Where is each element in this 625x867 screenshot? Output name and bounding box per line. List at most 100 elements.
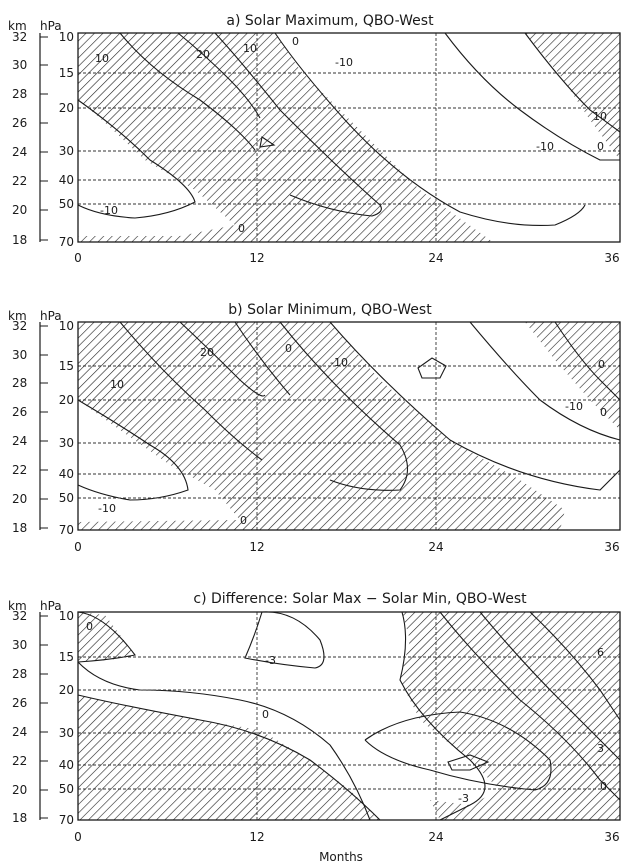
hatch-region [78,322,560,530]
contour-line [439,611,621,801]
contour-line [417,357,447,379]
contour-line [119,321,263,461]
hpa-tick: 20 [59,393,74,407]
panel-b-km-ticks: 32 30 28 26 24 22 20 18 [12,319,48,535]
hpa-tick: 50 [59,491,74,505]
contour-line [244,611,325,669]
km-tick: 22 [12,174,27,188]
contour-line [259,136,276,148]
panel-c-title: c) Difference: Solar Max − Solar Min, QB… [193,591,527,607]
hpa-tick: 70 [59,813,74,827]
panel-c-km-label: km [8,599,27,613]
contour-line [77,99,196,219]
km-tick: 20 [12,783,27,797]
km-tick: 30 [12,58,27,72]
hpa-tick: 50 [59,782,74,796]
km-tick: 26 [12,696,27,710]
contour-line [77,399,189,501]
hpa-tick: 30 [59,436,74,450]
contour-label: 10 [95,52,109,65]
panel-b-hpa-label: hPa [40,309,62,323]
contour-label: 0 [292,35,299,48]
hpa-tick: 10 [59,609,74,623]
contour-line [77,611,136,663]
panel-b-title: b) Solar Minimum, QBO-West [228,302,432,318]
km-tick: 26 [12,405,27,419]
km-tick: 24 [12,145,27,159]
km-tick: 18 [12,521,27,535]
hpa-tick: 15 [59,359,74,373]
contour-label: 0 [86,620,93,633]
contour-label: -10 [335,56,353,69]
panel-c-hpa-ticks: 10 15 20 30 40 50 70 [59,609,74,827]
panel-c: 0 -3 0 -3 6 3 0 c) Difference: Solar Max… [8,591,621,844]
contour-label: 0 [598,358,605,371]
x-tick: 0 [74,540,82,554]
km-tick: 18 [12,233,27,247]
x-tick: 0 [74,830,82,844]
contour-label: 10 [243,42,257,55]
panel-c-hpa-label: hPa [40,599,62,613]
km-tick: 20 [12,203,27,217]
contour-line [329,321,621,491]
contour-label: -10 [330,356,348,369]
hpa-tick: 70 [59,235,74,249]
panel-a-grid [78,33,620,242]
contour-label: 0 [600,406,607,419]
x-tick: 24 [428,251,443,265]
panel-b-frame [77,321,621,531]
km-tick: 22 [12,754,27,768]
contour-line [279,321,409,491]
panel-c-contour-labels: 0 -3 0 -3 6 3 0 [86,620,607,805]
hpa-tick: 10 [59,30,74,44]
contour-label: 0 [597,140,604,153]
contour-label: 0 [240,514,247,527]
panel-a-title: a) Solar Maximum, QBO-West [226,13,434,29]
contour-label: 6 [597,646,604,659]
panel-c-km-ticks: 32 30 28 26 24 22 20 18 [12,609,48,825]
hpa-tick: 30 [59,144,74,158]
x-tick: 12 [249,830,264,844]
x-tick: 24 [428,830,443,844]
panel-c-x-ticks: 0 12 24 36 [74,830,619,844]
contour-label: -10 [98,502,116,515]
panel-a-x-ticks: 0 12 24 36 [74,251,619,265]
contour-line [554,321,621,401]
panel-a-km-label: km [8,19,27,33]
contour-line [177,32,261,119]
contour-label: 0 [285,342,292,355]
contour-label: -10 [565,400,583,413]
hpa-tick: 50 [59,197,74,211]
contour-label: -10 [536,140,554,153]
panel-b-hatch [78,322,620,530]
hpa-tick: 40 [59,467,74,481]
contour-line [274,32,586,226]
panel-b-grid [78,322,620,530]
hatch-region [78,33,455,242]
x-axis-title: Months [319,850,363,864]
hatch-region [78,612,135,662]
contour-label: 3 [597,742,604,755]
panel-b-contours [77,321,621,501]
contour-line [119,32,256,151]
panel-a-hpa-ticks: 10 15 20 30 40 50 70 [59,30,74,249]
contour-line [77,694,381,821]
contour-label: 10 [593,110,607,123]
km-tick: 28 [12,87,27,101]
contour-label: 20 [196,48,210,61]
contour-line [234,321,291,396]
contour-line [364,711,552,791]
hatch-region [280,322,565,530]
km-tick: 32 [12,609,27,623]
km-tick: 28 [12,667,27,681]
x-tick: 12 [249,540,264,554]
panel-a-km-ticks: 32 30 28 26 24 22 20 18 [12,30,48,247]
hpa-tick: 70 [59,523,74,537]
km-tick: 20 [12,492,27,506]
km-tick: 26 [12,116,27,130]
x-tick: 36 [604,830,619,844]
hatch-region [78,695,380,820]
km-tick: 30 [12,638,27,652]
hpa-tick: 30 [59,726,74,740]
panel-b-contour-labels: 10 20 0 -10 -10 0 0 -10 0 [98,342,607,527]
